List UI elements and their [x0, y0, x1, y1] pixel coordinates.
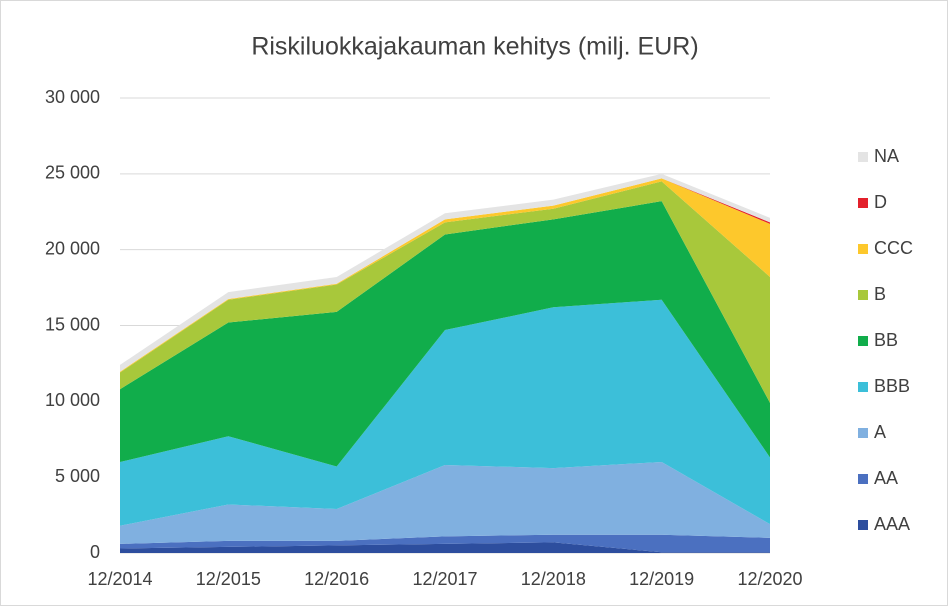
chart-title: Riskiluokkajakauman kehitys (milj. EUR) [251, 33, 698, 61]
legend-swatch [858, 474, 868, 484]
y-tick-label: 25 000 [45, 163, 100, 183]
y-tick-label: 10 000 [45, 390, 100, 410]
legend-label: NA [874, 146, 899, 166]
x-tick-label: 12/2019 [629, 569, 694, 589]
x-tick-label: 12/2017 [412, 569, 477, 589]
area [120, 181, 770, 403]
legend-label: D [874, 192, 887, 212]
area [120, 201, 770, 467]
legend-swatch [858, 428, 868, 438]
x-tick-label: 12/2016 [304, 569, 369, 589]
legend-label: B [874, 284, 886, 304]
legend-swatch [858, 382, 868, 392]
y-tick-label: 0 [90, 542, 100, 562]
x-tick-label: 12/2015 [196, 569, 261, 589]
x-tick-label: 12/2020 [737, 569, 802, 589]
legend-label: BBB [874, 376, 910, 396]
area [120, 299, 770, 526]
y-tick-label: 30 000 [45, 87, 100, 107]
legend-label: AA [874, 468, 898, 488]
area [120, 178, 770, 373]
legend-swatch [858, 290, 868, 300]
x-tick-label: 12/2018 [521, 569, 586, 589]
x-tick-label: 12/2014 [87, 569, 152, 589]
legend-label: AAA [874, 514, 910, 534]
legend-label: A [874, 422, 886, 442]
area [120, 542, 770, 553]
legend-label: BB [874, 330, 898, 350]
area [120, 462, 770, 544]
area [120, 173, 770, 372]
y-tick-label: 15 000 [45, 314, 100, 334]
y-tick-label: 5 000 [55, 466, 100, 486]
legend-swatch [858, 244, 868, 254]
legend-swatch [858, 152, 868, 162]
y-tick-label: 20 000 [45, 238, 100, 258]
area [120, 534, 770, 553]
legend-label: CCC [874, 238, 913, 258]
legend-swatch [858, 198, 868, 208]
legend-swatch [858, 520, 868, 530]
legend-swatch [858, 336, 868, 346]
